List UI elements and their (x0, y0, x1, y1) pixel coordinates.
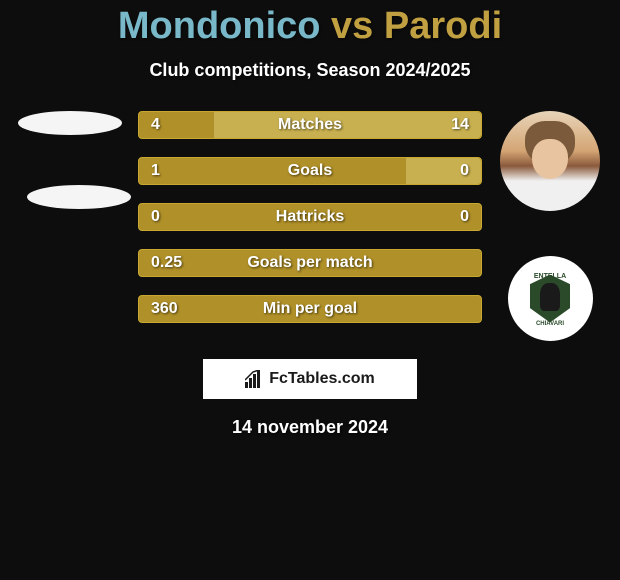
stat-row-goals-per-match: 0.25 Goals per match (138, 249, 482, 277)
footer-date: 14 november 2024 (0, 417, 620, 438)
player-avatar-left (18, 111, 122, 135)
stat-right-value: 14 (451, 116, 469, 134)
stat-left-value: 360 (151, 300, 178, 318)
brand-box[interactable]: FcTables.com (203, 359, 417, 399)
title-player-right: Parodi (384, 5, 502, 47)
page-title: Mondonico vs Parodi (0, 0, 620, 60)
crest-text-bottom: CHIAVARI (530, 321, 570, 327)
stat-label: Goals (288, 162, 332, 180)
stat-left-value: 4 (151, 116, 160, 134)
subtitle: Club competitions, Season 2024/2025 (0, 60, 620, 111)
stat-left-value: 0.25 (151, 254, 182, 272)
stat-right-fill (406, 158, 481, 184)
title-vs: vs (320, 5, 383, 47)
stat-left-value: 1 (151, 162, 160, 180)
club-crest: ENTELLA CHIAVARI (530, 275, 570, 323)
crest-figure (540, 283, 560, 311)
stat-label: Min per goal (263, 300, 357, 318)
left-column (10, 111, 130, 209)
stat-right-fill (214, 112, 481, 138)
club-badge-left (27, 185, 131, 209)
stat-label: Goals per match (247, 254, 372, 272)
stat-row-min-per-goal: 360 Min per goal (138, 295, 482, 323)
bar-chart-icon (245, 370, 265, 388)
title-player-left: Mondonico (118, 5, 321, 47)
stat-row-matches: 4 Matches 14 (138, 111, 482, 139)
stat-right-value: 0 (460, 208, 469, 226)
right-column: ENTELLA CHIAVARI (490, 111, 610, 341)
stat-row-hattricks: 0 Hattricks 0 (138, 203, 482, 231)
player-avatar-right (500, 111, 600, 211)
stat-label: Hattricks (276, 208, 344, 226)
stat-row-goals: 1 Goals 0 (138, 157, 482, 185)
stat-left-value: 0 (151, 208, 160, 226)
stat-right-value: 0 (460, 162, 469, 180)
club-badge-right: ENTELLA CHIAVARI (508, 256, 593, 341)
brand-text: FcTables.com (269, 370, 375, 388)
stat-label: Matches (278, 116, 342, 134)
stats-column: 4 Matches 14 1 Goals 0 0 Hattricks 0 0.2… (130, 111, 490, 323)
